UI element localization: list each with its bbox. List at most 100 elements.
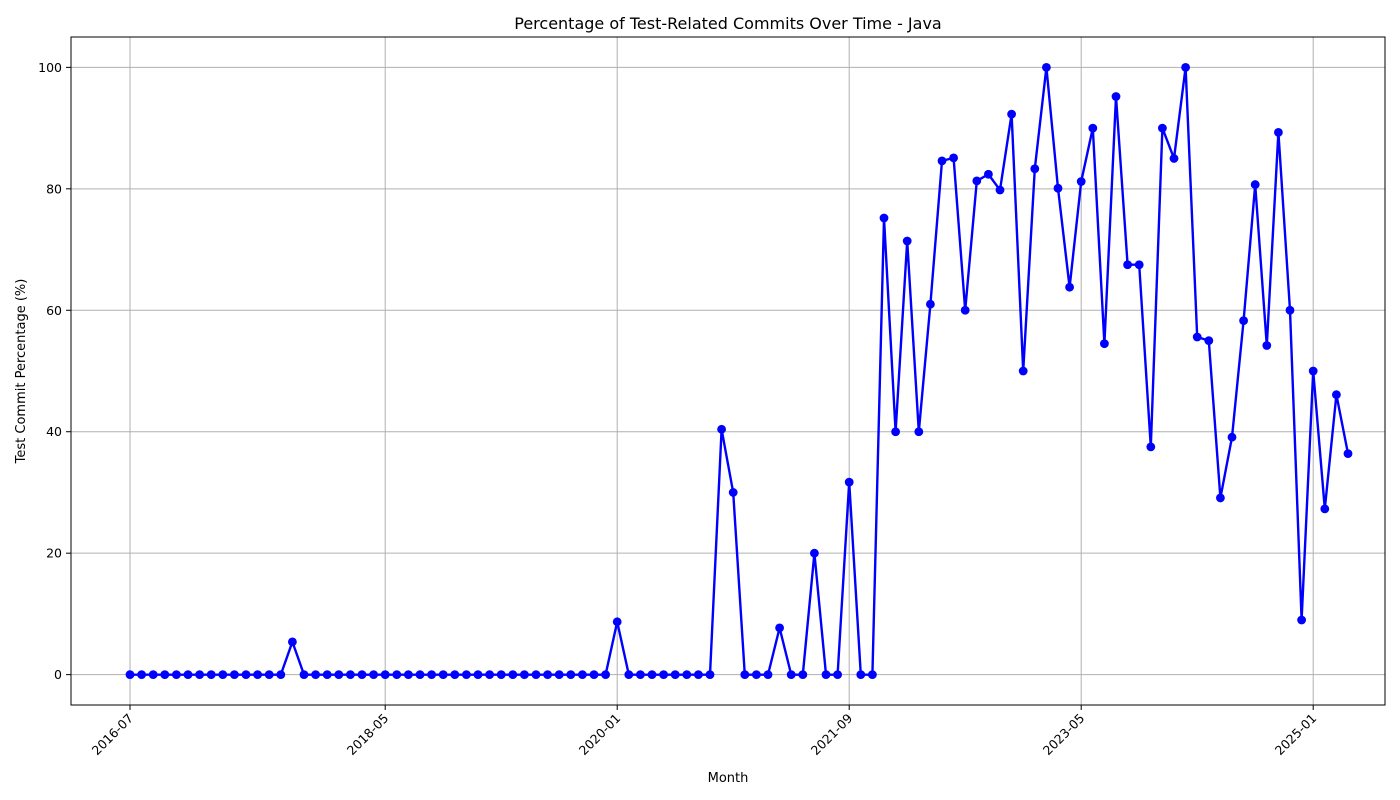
data-point [960, 305, 970, 315]
data-point [1320, 504, 1330, 514]
data-point [891, 427, 900, 437]
x-tick-label: 2021-09 [808, 710, 856, 758]
data-point [1239, 316, 1248, 325]
data-point [357, 670, 367, 680]
data-point [1192, 332, 1202, 342]
y-tick-label: 0 [54, 667, 62, 682]
data-point [1123, 260, 1132, 270]
data-point [299, 670, 309, 680]
data-point [1111, 92, 1121, 101]
data-point [670, 670, 680, 680]
data-point [624, 670, 634, 680]
data-point [508, 670, 518, 680]
data-point [821, 670, 831, 680]
data-point [415, 670, 425, 680]
data-point [844, 477, 854, 487]
data-point [322, 670, 332, 680]
plot-frame [70, 36, 1386, 706]
data-point [740, 670, 750, 680]
data-point [531, 670, 541, 680]
data-point [253, 670, 262, 680]
data-point [160, 670, 170, 680]
data-point [1297, 615, 1306, 625]
data-point [264, 670, 274, 680]
data-point [195, 670, 205, 680]
data-point [763, 670, 773, 680]
y-axis-label: Test Commit Percentage (%) [14, 279, 29, 465]
data-point [902, 236, 912, 246]
data-point [937, 156, 947, 166]
data-point [647, 670, 657, 680]
data-point [984, 169, 993, 179]
data-point [972, 176, 982, 186]
data-point [728, 488, 738, 497]
data-point [879, 213, 889, 223]
data-point [578, 670, 587, 680]
data-point [1181, 62, 1190, 72]
data-point [1030, 164, 1040, 174]
data-point [380, 670, 390, 680]
x-tick-label: 2023-05 [1040, 711, 1088, 759]
data-point [427, 670, 436, 680]
x-axis: 2016-07 2018-05 2020-01 2021-09 2023-05 2025-… [89, 705, 1320, 759]
data-point [172, 670, 181, 680]
y-tick-label: 80 [46, 181, 62, 196]
data-point [485, 670, 494, 680]
data-point [369, 670, 378, 680]
data-point [241, 670, 251, 680]
data-point [276, 670, 286, 680]
data-point [206, 670, 216, 680]
data-point [1076, 177, 1086, 186]
data-point [1053, 183, 1063, 193]
data-point [914, 427, 924, 437]
data-point [995, 185, 1005, 195]
data-point [601, 670, 610, 680]
data-point [1308, 366, 1318, 376]
data-point [566, 670, 576, 680]
data-point [1227, 432, 1237, 442]
data-point [1158, 123, 1167, 133]
x-axis-label: Month [708, 771, 749, 786]
data-point [473, 670, 483, 680]
data-point [462, 670, 471, 680]
data-point [1332, 390, 1341, 400]
data-point [1018, 366, 1028, 376]
data-point [346, 670, 355, 680]
data-point [1343, 449, 1353, 458]
y-tick-label: 20 [46, 546, 62, 561]
data-point [334, 670, 344, 680]
data-point [1100, 339, 1109, 349]
data-point [1088, 123, 1098, 133]
data-point [1169, 154, 1179, 163]
data-point [183, 670, 193, 680]
data-point [1042, 62, 1051, 72]
data-point [1204, 336, 1214, 346]
data-point [230, 670, 239, 680]
x-tick-label: 2025-01 [1272, 711, 1320, 759]
data-point [438, 670, 448, 680]
y-tick-label: 40 [46, 424, 62, 439]
data-point [148, 670, 158, 680]
chart-title: Percentage of Test-Related Commits Over … [514, 14, 941, 33]
data-point [856, 670, 866, 680]
data-point [1216, 493, 1225, 503]
data-point [810, 548, 819, 558]
data-series [125, 62, 1353, 680]
data-point [450, 670, 460, 680]
data-point [1065, 282, 1074, 292]
data-point [1274, 127, 1283, 137]
series-line [130, 66, 1350, 676]
data-point [1262, 341, 1272, 350]
data-point [949, 153, 958, 163]
data-point [659, 670, 668, 680]
data-point [1007, 109, 1016, 119]
x-tick-label: 2016-07 [89, 711, 137, 759]
y-axis: 0 20 40 60 80 100 [38, 60, 71, 682]
data-point [218, 670, 228, 680]
data-point [636, 670, 645, 680]
data-point [752, 670, 761, 680]
x-tick-label: 2020-01 [576, 711, 624, 759]
data-point [833, 670, 842, 680]
data-point [717, 424, 726, 434]
data-point [1250, 180, 1260, 189]
